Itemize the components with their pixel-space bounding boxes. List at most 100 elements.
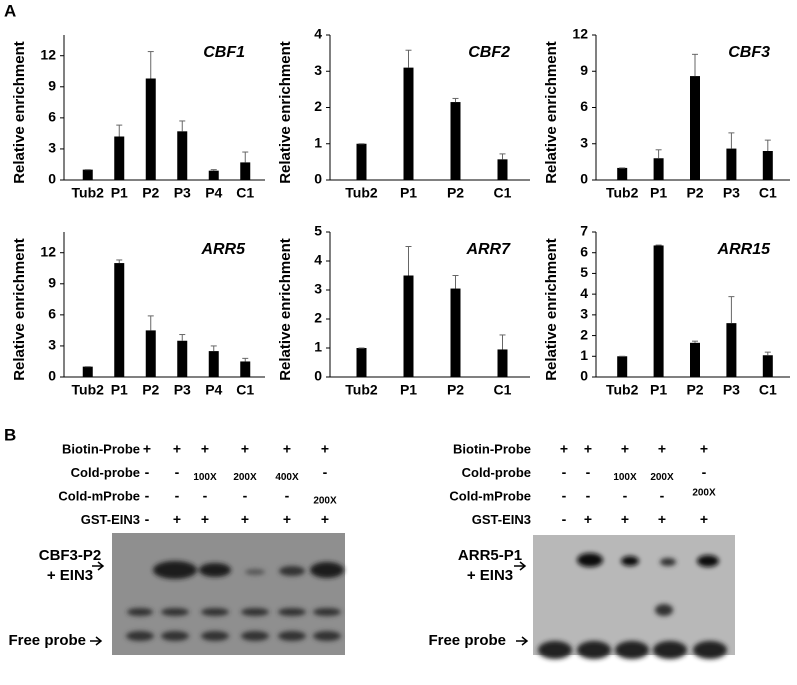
row-label: Cold-probe <box>71 465 140 480</box>
bar <box>240 162 251 180</box>
chart-title: ARR7 <box>465 241 511 258</box>
row-label: Cold-probe <box>462 465 531 480</box>
y-axis-label: Relative enrichment <box>277 41 294 184</box>
y-tick-label: 12 <box>572 26 588 42</box>
y-tick-label: 1 <box>314 339 322 355</box>
row-label: GST-EIN3 <box>472 512 531 527</box>
error-bar <box>210 345 217 352</box>
panel-label: A <box>4 1 16 20</box>
bar <box>208 351 219 377</box>
x-tick-label: C1 <box>236 382 254 398</box>
lane-cell: 200X <box>233 472 257 483</box>
bar <box>356 348 367 377</box>
bar <box>762 151 773 180</box>
row-label: Cold-mProbe <box>58 488 140 503</box>
bar <box>82 169 93 180</box>
x-tick-label: P2 <box>686 185 703 201</box>
lane-cell: - <box>623 488 628 504</box>
error-bar <box>147 315 154 331</box>
lane-cell: - <box>203 488 208 504</box>
bar <box>617 167 628 180</box>
bar <box>497 159 508 180</box>
lane-cell: + <box>584 441 592 457</box>
chart-title: CBF3 <box>728 44 770 61</box>
x-tick-label: C1 <box>759 185 777 201</box>
lane-cell: + <box>700 441 708 457</box>
row-label: Biotin-Probe <box>62 441 140 456</box>
lane-cell: + <box>173 511 181 527</box>
y-tick-label: 6 <box>48 109 56 125</box>
error-bar <box>655 149 662 159</box>
bar <box>617 356 628 377</box>
lane-cell: - <box>660 488 665 504</box>
lane-cell: - <box>562 511 567 527</box>
arrows <box>90 561 529 646</box>
y-tick-label: 5 <box>580 264 588 280</box>
lane-cell: - <box>175 488 180 504</box>
x-tick-label: P2 <box>686 382 703 398</box>
y-tick-label: 7 <box>580 223 588 239</box>
bar <box>403 275 414 377</box>
bar <box>208 170 219 180</box>
y-tick-label: 3 <box>314 62 322 78</box>
lane-cell: - <box>323 464 328 480</box>
error-bar <box>210 169 217 171</box>
x-tick-label: Tub2 <box>345 185 378 201</box>
bar <box>240 361 251 377</box>
chart-title: ARR5 <box>200 241 246 258</box>
y-tick-label: 0 <box>580 368 588 384</box>
error-bar <box>147 51 154 79</box>
error-bar <box>692 340 698 343</box>
y-axis-label: Relative enrichment <box>11 238 28 381</box>
y-tick-label: 1 <box>580 347 588 363</box>
band-label: + EIN3 <box>47 567 93 584</box>
lane-cell: + <box>283 441 291 457</box>
bar <box>356 143 367 180</box>
bar <box>114 263 125 377</box>
error-bar <box>179 334 186 341</box>
band-label: + EIN3 <box>467 567 513 584</box>
bar <box>726 323 737 377</box>
lane-cell: + <box>241 441 249 457</box>
lane-cell: 100X <box>193 472 217 483</box>
x-tick-label: P1 <box>650 382 667 398</box>
y-tick-label: 12 <box>40 46 56 62</box>
lane-cell: - <box>562 464 567 480</box>
lane-cell: 200X <box>313 496 337 507</box>
y-axis-label: Relative enrichment <box>277 238 294 381</box>
bar <box>177 340 188 377</box>
x-tick-label: Tub2 <box>606 382 639 398</box>
y-tick-label: 2 <box>580 326 588 342</box>
error-bar <box>116 259 123 264</box>
bar <box>653 158 664 180</box>
lane-cell: + <box>658 441 666 457</box>
free-probe-label: Free probe <box>428 632 506 649</box>
y-tick-label: 1 <box>314 134 322 150</box>
x-tick-label: P2 <box>447 382 464 398</box>
lane-cell: 200X <box>650 472 674 483</box>
lane-cell: - <box>562 488 567 504</box>
error-bar <box>452 97 459 103</box>
y-tick-label: 3 <box>48 140 56 156</box>
bar <box>114 136 125 180</box>
lane-cell: + <box>584 511 592 527</box>
x-tick-label: P1 <box>650 185 667 201</box>
lane-cell: 100X <box>613 472 637 483</box>
bar <box>82 366 93 377</box>
y-tick-label: 0 <box>48 368 56 384</box>
bar <box>403 67 414 180</box>
y-axis-label: Relative enrichment <box>543 41 560 184</box>
y-tick-label: 2 <box>314 98 322 114</box>
x-tick-label: P3 <box>723 185 740 201</box>
lane-cell: + <box>241 511 249 527</box>
y-tick-label: 12 <box>40 243 56 259</box>
band-label: CBF3-P2 <box>39 547 102 564</box>
error-bar <box>499 153 506 160</box>
x-tick-label: Tub2 <box>345 382 378 398</box>
lane-cell: + <box>173 441 181 457</box>
y-tick-label: 0 <box>314 171 322 187</box>
y-tick-label: 4 <box>580 285 588 301</box>
band-label: ARR5-P1 <box>458 547 522 564</box>
x-tick-label: P1 <box>400 382 417 398</box>
